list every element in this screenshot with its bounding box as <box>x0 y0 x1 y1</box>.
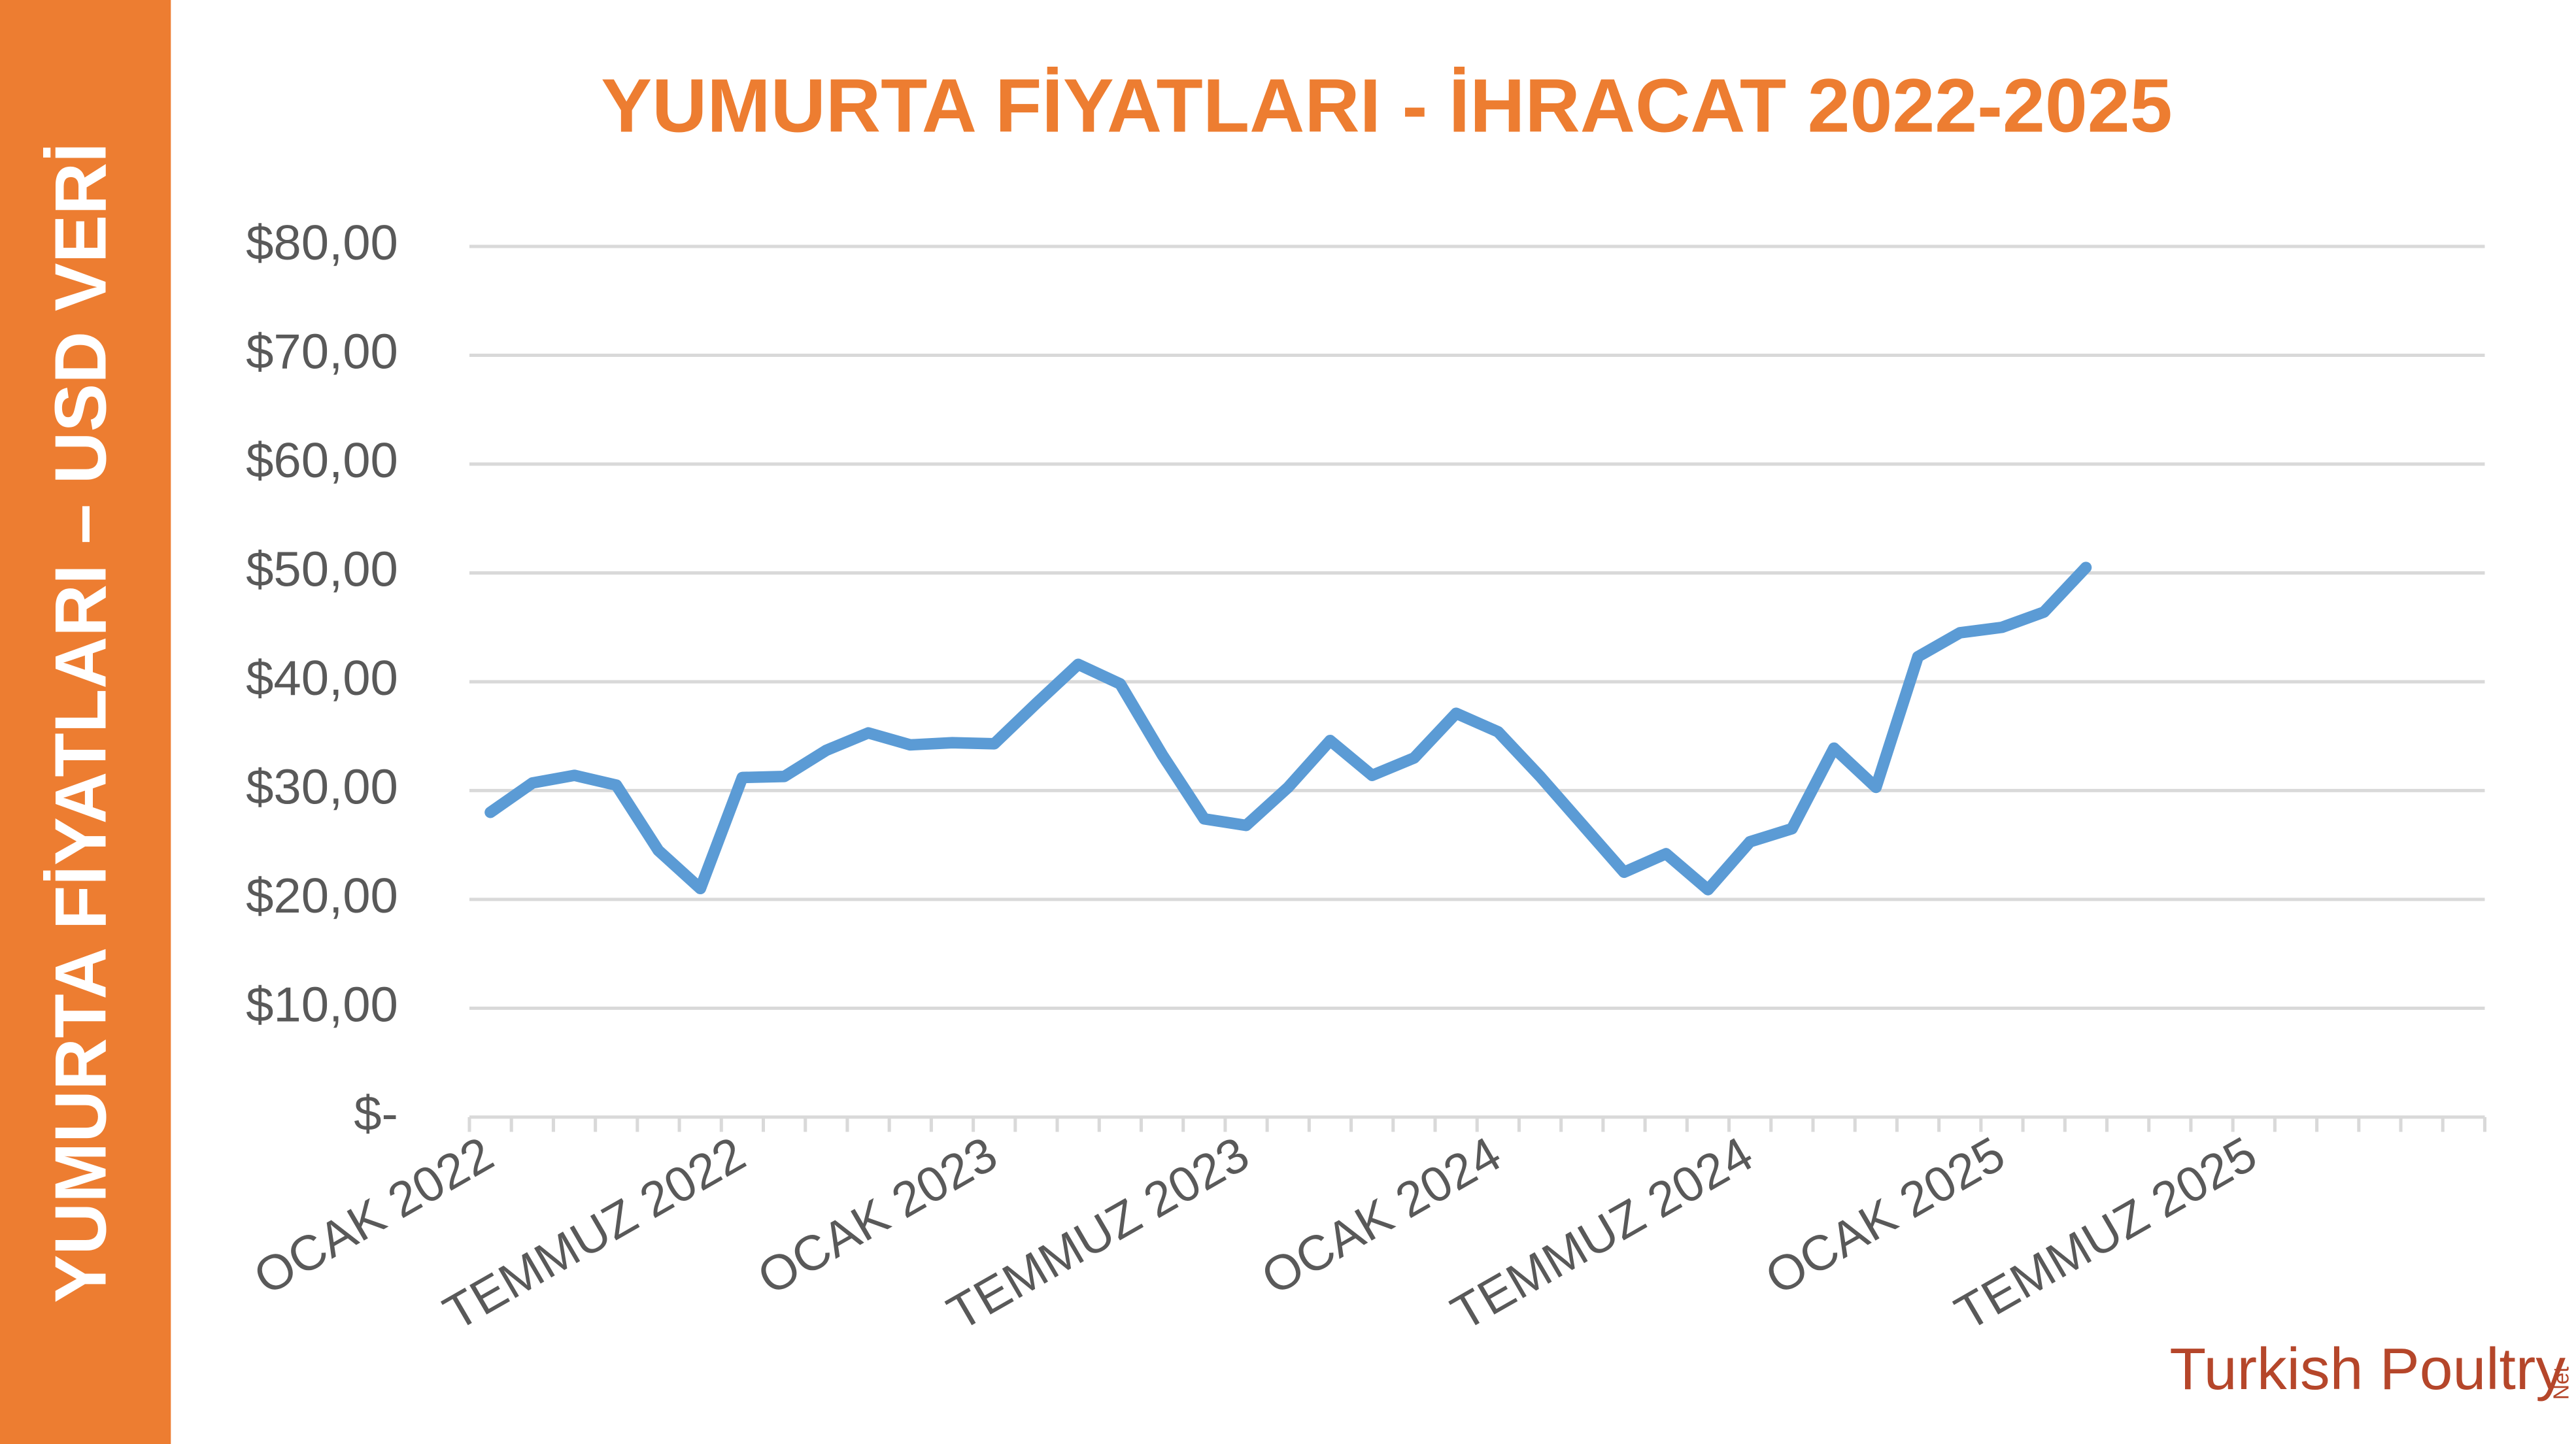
y-tick-label: $50,00 <box>246 542 398 597</box>
y-tick-label: $30,00 <box>246 760 398 815</box>
y-tick-label: $10,00 <box>246 977 398 1033</box>
y-tick-label: $40,00 <box>246 650 398 706</box>
line-series <box>484 562 2092 896</box>
side-bar <box>0 0 171 1444</box>
y-axis-title: YUMURTA FİYATLARI – USD VERİ <box>39 143 122 1303</box>
y-tick-label: $80,00 <box>246 215 398 271</box>
y-tick-label: $- <box>354 1086 398 1141</box>
logo-suffix: Net <box>2549 1367 2573 1400</box>
y-tick-label: $70,00 <box>246 324 398 380</box>
chart-title: YUMURTA FİYATLARI - İHRACAT 2022-2025 <box>601 63 2172 148</box>
y-tick-label: $60,00 <box>246 433 398 488</box>
logo: Turkish Poultry <box>2169 1336 2566 1402</box>
y-tick-label: $20,00 <box>246 868 398 924</box>
